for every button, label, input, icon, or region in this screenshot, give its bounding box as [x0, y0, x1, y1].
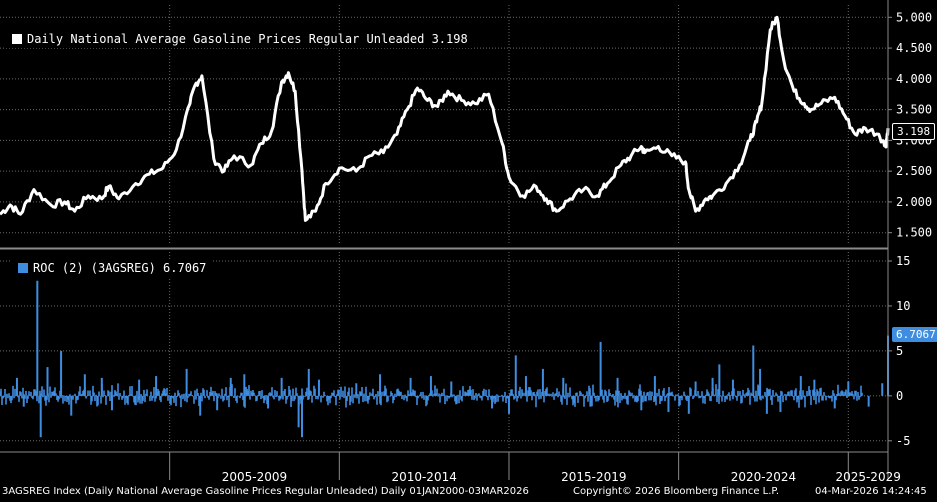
top-legend-swatch	[12, 34, 22, 44]
bottom-panel-grid	[0, 252, 888, 448]
bottom-legend-swatch	[18, 263, 28, 273]
roc-noise	[0, 383, 863, 408]
bottom-y-tick-label: 5	[896, 344, 903, 358]
top-y-tick-label: 3.500	[896, 103, 932, 117]
top-y-tick-label: 1.500	[896, 226, 932, 240]
top-y-tick-label: 4.500	[896, 41, 932, 55]
bottom-last-value-tag: 6.7067	[892, 327, 937, 342]
x-tick-label: 2005-2009	[222, 470, 287, 484]
x-tick-label: 2025-2029	[835, 470, 900, 484]
top-y-tick-label: 2.000	[896, 195, 932, 209]
footer-center: Copyright© 2026 Bloomberg Finance L.P.	[573, 486, 780, 497]
top-y-tick-label: 5.000	[896, 10, 932, 24]
x-tick-label: 2015-2019	[561, 470, 626, 484]
bottom-y-tick-label: 0	[896, 389, 903, 403]
bottom-y-tick-label: -5	[896, 434, 910, 448]
x-tick-label: 2010-2014	[391, 470, 456, 484]
footer-left: 3AGSREG Index (Daily National Average Ga…	[2, 486, 529, 497]
top-last-value-tag: 3.198	[892, 123, 936, 140]
roc-series	[0, 280, 889, 438]
bottom-legend-label: ROC (2) (3AGSREG) 6.7067	[33, 261, 207, 275]
price-line	[0, 15, 890, 222]
top-legend: Daily National Average Gasoline Prices R…	[6, 30, 474, 48]
top-legend-label: Daily National Average Gasoline Prices R…	[27, 32, 468, 46]
bottom-legend: ROC (2) (3AGSREG) 6.7067	[12, 259, 213, 277]
x-tick-label: 2020-2024	[731, 470, 796, 484]
top-y-tick-label: 4.000	[896, 72, 932, 86]
axes: 1.5002.0002.5003.0003.5004.0004.5005.000…	[0, 0, 932, 484]
bottom-y-tick-label: 15	[896, 254, 910, 268]
top-y-tick-label: 2.500	[896, 164, 932, 178]
bottom-y-tick-label: 10	[896, 299, 910, 313]
footer-right: 04-Mar-2026 14:24:45	[815, 486, 927, 497]
price-series	[0, 15, 890, 222]
